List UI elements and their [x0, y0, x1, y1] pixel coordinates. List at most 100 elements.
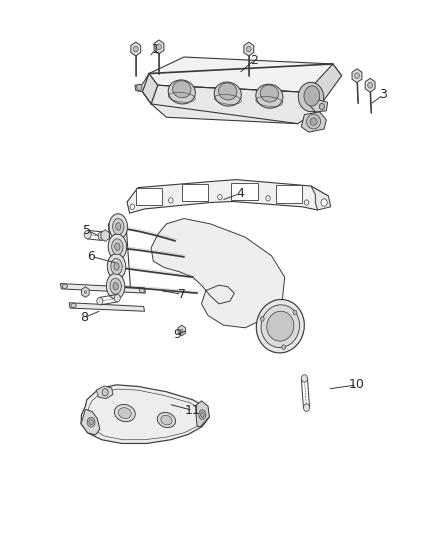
Text: 1: 1 — [152, 43, 159, 56]
Polygon shape — [81, 287, 89, 297]
Polygon shape — [352, 69, 362, 83]
Ellipse shape — [310, 118, 317, 125]
Text: 7: 7 — [178, 288, 186, 301]
Ellipse shape — [102, 389, 108, 396]
Polygon shape — [178, 325, 186, 336]
Text: 5: 5 — [83, 224, 91, 237]
Ellipse shape — [298, 82, 324, 112]
Ellipse shape — [107, 254, 126, 279]
Polygon shape — [276, 185, 302, 203]
Polygon shape — [244, 42, 254, 56]
Ellipse shape — [219, 83, 237, 100]
Ellipse shape — [301, 375, 307, 382]
Ellipse shape — [218, 195, 222, 200]
Ellipse shape — [319, 103, 325, 110]
Ellipse shape — [84, 291, 86, 294]
Ellipse shape — [89, 419, 93, 425]
Ellipse shape — [113, 282, 118, 290]
Ellipse shape — [84, 230, 91, 239]
Polygon shape — [127, 180, 328, 213]
Ellipse shape — [137, 84, 142, 91]
Ellipse shape — [62, 284, 67, 288]
Polygon shape — [301, 112, 326, 132]
Ellipse shape — [97, 297, 103, 305]
Polygon shape — [81, 385, 209, 443]
Ellipse shape — [304, 200, 309, 205]
Ellipse shape — [173, 80, 191, 98]
Polygon shape — [151, 85, 315, 124]
Polygon shape — [365, 78, 375, 92]
Polygon shape — [151, 219, 285, 328]
Polygon shape — [136, 188, 162, 205]
Ellipse shape — [180, 329, 183, 332]
Ellipse shape — [266, 196, 270, 201]
Ellipse shape — [111, 259, 122, 274]
Text: 10: 10 — [349, 378, 365, 391]
Polygon shape — [149, 57, 342, 92]
Ellipse shape — [282, 345, 286, 350]
Polygon shape — [101, 230, 110, 241]
Ellipse shape — [169, 198, 173, 203]
Ellipse shape — [157, 413, 176, 427]
Ellipse shape — [201, 412, 204, 417]
Ellipse shape — [114, 405, 135, 422]
Ellipse shape — [304, 404, 310, 411]
Text: 3: 3 — [379, 88, 387, 101]
Ellipse shape — [256, 300, 304, 353]
Ellipse shape — [116, 223, 121, 230]
Polygon shape — [135, 74, 149, 92]
Ellipse shape — [112, 239, 123, 255]
Text: 8: 8 — [80, 311, 88, 324]
Ellipse shape — [114, 263, 119, 270]
Circle shape — [355, 73, 359, 78]
Text: 11: 11 — [185, 404, 201, 417]
Text: 9: 9 — [173, 328, 181, 341]
Polygon shape — [231, 183, 258, 200]
Ellipse shape — [214, 82, 241, 106]
Circle shape — [157, 44, 161, 50]
Ellipse shape — [260, 317, 264, 321]
Circle shape — [247, 46, 251, 52]
Polygon shape — [96, 386, 113, 399]
Ellipse shape — [321, 199, 327, 206]
Polygon shape — [154, 40, 164, 54]
Circle shape — [134, 46, 138, 52]
Polygon shape — [81, 409, 100, 435]
Text: 2: 2 — [250, 54, 258, 67]
Polygon shape — [142, 74, 158, 104]
Polygon shape — [196, 401, 209, 426]
Ellipse shape — [161, 415, 172, 425]
Polygon shape — [69, 303, 145, 311]
Ellipse shape — [98, 232, 105, 240]
Ellipse shape — [113, 219, 124, 235]
Ellipse shape — [304, 86, 320, 106]
Ellipse shape — [118, 408, 131, 418]
Ellipse shape — [256, 84, 283, 108]
Ellipse shape — [199, 410, 206, 419]
Circle shape — [368, 83, 372, 88]
Polygon shape — [60, 284, 145, 293]
Text: 4: 4 — [236, 187, 244, 200]
Ellipse shape — [307, 114, 321, 129]
Polygon shape — [182, 184, 208, 201]
Text: 6: 6 — [87, 250, 95, 263]
Ellipse shape — [87, 417, 95, 427]
Ellipse shape — [115, 243, 120, 251]
Polygon shape — [307, 64, 342, 112]
Polygon shape — [311, 186, 331, 210]
Ellipse shape — [71, 303, 76, 308]
Ellipse shape — [267, 311, 294, 341]
Ellipse shape — [106, 273, 125, 299]
Polygon shape — [131, 42, 141, 56]
Ellipse shape — [168, 80, 195, 104]
Ellipse shape — [261, 305, 300, 348]
Ellipse shape — [293, 310, 297, 315]
Ellipse shape — [139, 288, 145, 293]
Ellipse shape — [108, 234, 127, 260]
Ellipse shape — [260, 85, 279, 102]
Ellipse shape — [130, 204, 134, 209]
Ellipse shape — [114, 294, 120, 302]
Ellipse shape — [109, 214, 127, 239]
Polygon shape — [307, 100, 328, 112]
Ellipse shape — [110, 278, 121, 294]
